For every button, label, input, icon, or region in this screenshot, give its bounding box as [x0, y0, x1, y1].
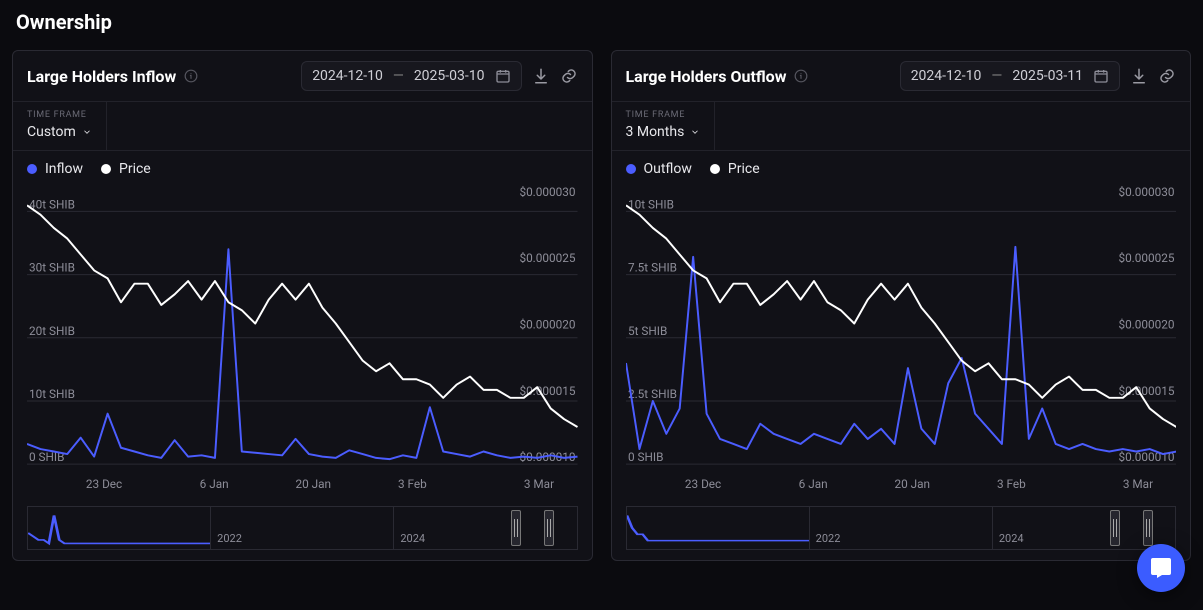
- legend-dot: [710, 164, 720, 174]
- y-right-tick: $0.000030: [1118, 185, 1174, 199]
- legend-item[interactable]: Price: [710, 161, 760, 177]
- x-tick: 3 Mar: [1122, 477, 1152, 491]
- legend-label: Price: [728, 161, 760, 177]
- brush-year: 2022: [217, 532, 242, 545]
- y-right-tick: $0.000025: [1118, 251, 1174, 265]
- y-left-tick: 20t SHIB: [29, 324, 75, 338]
- link-icon[interactable]: [560, 67, 578, 85]
- x-tick: 3 Mar: [524, 477, 554, 491]
- x-tick: 3 Feb: [996, 477, 1025, 491]
- y-right-tick: $0.000025: [519, 251, 575, 265]
- main-chart[interactable]: 0 SHIB10t SHIB20t SHIB30t SHIB40t SHIB$0…: [27, 185, 578, 500]
- date-range-picker[interactable]: 2024-12-10 — 2025-03-10: [301, 61, 521, 91]
- brush-segment: 2022: [810, 506, 993, 550]
- brush-segment: 2022: [211, 506, 394, 550]
- legend-label: Price: [119, 161, 151, 177]
- panel-inflow: Large Holders Inflow 2024-12-10 — 2025-03-1…: [12, 50, 593, 561]
- x-tick: 20 Jan: [295, 477, 331, 491]
- brush-segment: [27, 506, 211, 550]
- chat-button[interactable]: [1137, 544, 1185, 592]
- chevron-down-icon: [690, 127, 700, 137]
- y-left-tick: 7.5t SHIB: [627, 261, 676, 275]
- legend-label: Inflow: [45, 161, 83, 177]
- panel-title: Large Holders Outflow: [626, 67, 787, 86]
- date-from: 2024-12-10: [911, 68, 982, 84]
- brush-year: 2024: [999, 532, 1024, 545]
- timeframe-label: TIME FRAME: [27, 110, 92, 120]
- brush-handle-left[interactable]: [1110, 510, 1120, 546]
- timeframe-select[interactable]: 3 Months: [626, 124, 701, 140]
- y-left-tick: 10t SHIB: [627, 197, 673, 211]
- download-icon[interactable]: [1130, 67, 1148, 85]
- panel-title: Large Holders Inflow: [27, 67, 176, 86]
- y-left-tick: 10t SHIB: [29, 387, 75, 401]
- x-tick: 6 Jan: [798, 477, 827, 491]
- brush-year: 2024: [400, 532, 425, 545]
- legend-label: Outflow: [644, 161, 692, 177]
- link-icon[interactable]: [1158, 67, 1176, 85]
- y-right-tick: $0.000010: [1118, 450, 1174, 464]
- timeframe-value: 3 Months: [626, 124, 685, 140]
- range-brush[interactable]: 2022 2024: [612, 500, 1191, 560]
- legend-dot: [626, 164, 636, 174]
- y-left-tick: 2.5t SHIB: [627, 387, 676, 401]
- main-chart[interactable]: 0 SHIB 2.5t SHIB 5t SHIB 7.5t SHIB 10t SHIB $…: [626, 185, 1177, 500]
- date-to: 2025-03-10: [414, 68, 485, 84]
- calendar-icon: [1093, 68, 1109, 84]
- legend-item[interactable]: Price: [101, 161, 151, 177]
- legend-dot: [101, 164, 111, 174]
- y-left-tick: 30t SHIB: [29, 261, 75, 275]
- timeframe-select[interactable]: Custom: [27, 124, 92, 140]
- legend-item[interactable]: Outflow: [626, 161, 692, 177]
- brush-handle-right[interactable]: [1143, 510, 1153, 546]
- y-right-tick: $0.000030: [519, 185, 575, 199]
- y-left-tick: 5t SHIB: [627, 324, 666, 338]
- page-title: Ownership: [16, 10, 1191, 34]
- panel-outflow: Large Holders Outflow 2024-12-10 — 2025-03-…: [611, 50, 1192, 561]
- calendar-icon: [495, 68, 511, 84]
- x-tick: 20 Jan: [894, 477, 930, 491]
- brush-handle-left[interactable]: [511, 510, 521, 546]
- download-icon[interactable]: [532, 67, 550, 85]
- x-tick: 23 Dec: [86, 477, 122, 491]
- range-dash: —: [991, 68, 1002, 84]
- brush-segment: [626, 506, 810, 550]
- date-from: 2024-12-10: [312, 68, 383, 84]
- range-brush[interactable]: 2022 2024: [13, 500, 592, 560]
- info-icon[interactable]: [184, 69, 198, 83]
- y-right-tick: $0.000020: [519, 318, 575, 332]
- brush-handle-right[interactable]: [544, 510, 554, 546]
- x-tick: 6 Jan: [200, 477, 229, 491]
- flow-series: [626, 247, 1177, 454]
- date-to: 2025-03-11: [1012, 68, 1083, 84]
- y-left-tick: 40t SHIB: [29, 197, 75, 211]
- x-tick: 23 Dec: [684, 477, 720, 491]
- brush-year: 2022: [816, 532, 841, 545]
- info-icon[interactable]: [794, 69, 808, 83]
- legend-dot: [27, 164, 37, 174]
- price-series: [626, 205, 1177, 427]
- price-series: [27, 205, 578, 427]
- timeframe-label: TIME FRAME: [626, 110, 701, 120]
- y-right-tick: $0.000020: [1118, 318, 1174, 332]
- chevron-down-icon: [82, 127, 92, 137]
- legend-item[interactable]: Inflow: [27, 161, 83, 177]
- timeframe-value: Custom: [27, 124, 76, 140]
- range-dash: —: [393, 68, 404, 84]
- y-left-tick: 0 SHIB: [627, 450, 663, 464]
- date-range-picker[interactable]: 2024-12-10 — 2025-03-11: [900, 61, 1120, 91]
- x-tick: 3 Feb: [398, 477, 427, 491]
